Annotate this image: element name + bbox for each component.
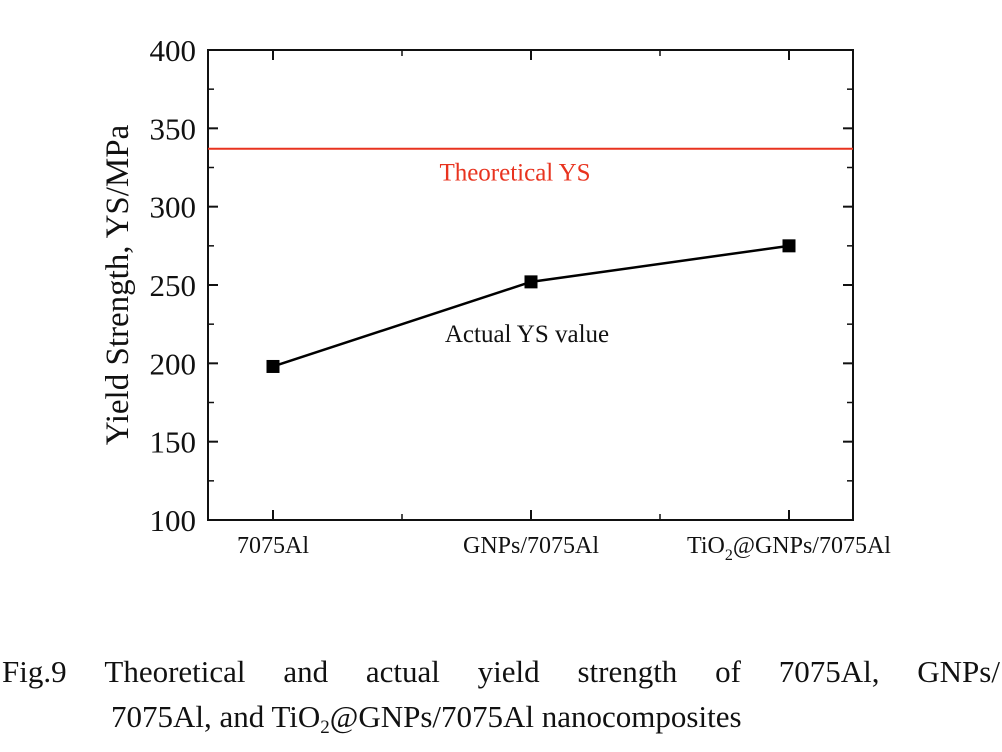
y-tick-label: 350 [150, 111, 197, 146]
data-point-marker [266, 359, 280, 373]
data-series: Actual YS value [266, 239, 796, 373]
data-point-marker [524, 275, 538, 289]
caption-word: yield [477, 654, 540, 689]
y-axis-label: Yield Strength, YS/MPa [100, 124, 136, 445]
x-tick-label-main: GNPs/7075Al [463, 533, 599, 559]
x-tick-label-main: 7075Al [237, 533, 309, 559]
caption-word: of [715, 654, 741, 689]
caption-line-1: Fig.9 Theoretical and actual yield strength of… [2, 648, 1000, 696]
yield-strength-chart: 100 150 200 250 300 350 400 7075Al GNPs/7075Al T… [100, 33, 891, 564]
x-tick-label: GNPs/7075Al [463, 533, 599, 559]
x-tick-label-rest: @GNPs/7075Al [733, 533, 891, 559]
x-axis-ticks: 7075Al GNPs/7075Al TiO2@GNPs/7075Al [237, 50, 891, 564]
y-tick-label: 200 [150, 346, 197, 381]
x-tick-label: 7075Al [237, 533, 309, 559]
y-tick-label: 250 [150, 268, 197, 303]
caption-word: 7075Al, [778, 654, 880, 689]
theoretical-ys-label: Theoretical YS [439, 160, 590, 187]
caption-line-2: 7075Al, and TiO2@GNPs/7075Al nanocomposi… [111, 693, 742, 752]
caption-word: and [283, 654, 329, 689]
reference-lines: Theoretical YS [208, 147, 853, 187]
caption-subscript: 2 [320, 717, 330, 738]
data-point-marker [782, 239, 796, 253]
x-tick-label-subscript: 2 [725, 547, 733, 564]
caption-word: GNPs/ [917, 654, 1000, 689]
caption-word: strength [577, 654, 678, 689]
caption-line-2-prefix: 7075Al, and TiO [111, 699, 321, 734]
actual-ys-label: Actual YS value [445, 321, 609, 348]
y-tick-label: 400 [150, 33, 197, 68]
caption-word: actual [365, 654, 440, 689]
actual-ys-line [272, 244, 790, 368]
caption-word: Theoretical [104, 654, 246, 689]
caption-word: Fig.9 [2, 654, 67, 689]
y-axis-ticks: 100 150 200 250 300 350 400 [150, 33, 853, 538]
x-tick-label: TiO2@GNPs/7075Al [687, 533, 891, 564]
y-tick-label: 300 [150, 190, 197, 225]
y-tick-label: 100 [150, 503, 197, 538]
y-tick-label: 150 [150, 425, 197, 460]
x-tick-label-main: TiO [687, 533, 725, 559]
caption-line-2-suffix: @GNPs/7075Al nanocomposites [329, 699, 742, 734]
